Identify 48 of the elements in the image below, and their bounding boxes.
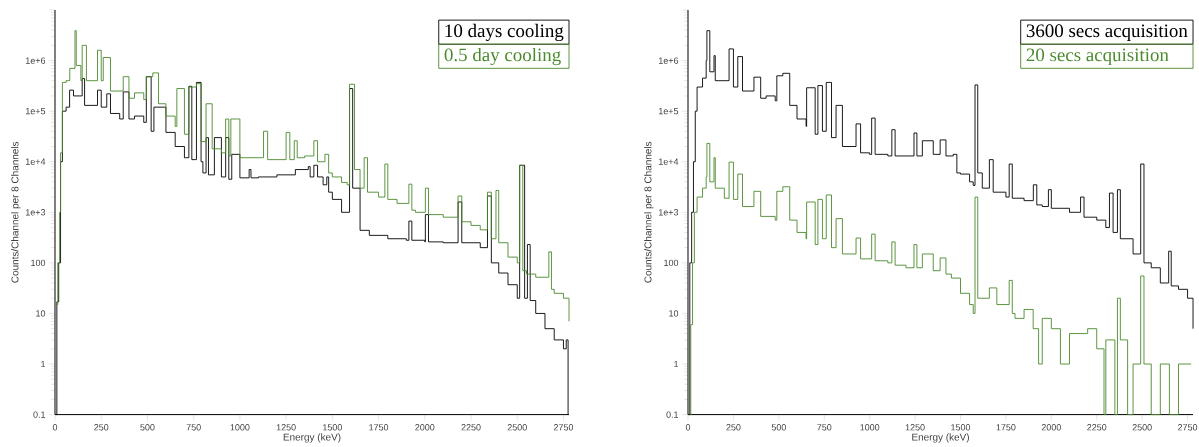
x-tick-label: 1500 [951, 424, 971, 431]
x-tick-label: 500 [140, 424, 155, 431]
x-tick-label: 2250 [461, 424, 481, 431]
x-tick-label: 500 [771, 424, 786, 431]
x-tick-label: 250 [94, 424, 109, 431]
x-tick-label: 1000 [230, 424, 250, 431]
x-tick-label: 1000 [860, 424, 880, 431]
y-axis-title: Counts/Channel per 8 Channels [644, 141, 654, 283]
x-axis-title: Energy (keV) [283, 433, 341, 443]
y-tick-label: 0.1 [666, 411, 679, 418]
y-tick-label: 1e+6 [659, 57, 679, 64]
x-tick-label: 2000 [1041, 424, 1061, 431]
x-axis-title: Energy (keV) [912, 433, 969, 443]
y-tick-label: 1e+4 [659, 158, 679, 165]
y-tick-label: 0.1 [33, 411, 46, 418]
x-tick-label: 1750 [369, 424, 389, 431]
y-tick-label: 1 [674, 360, 679, 368]
text: 0.5 day cooling [444, 47, 561, 66]
x-tick-label: 2000 [415, 424, 435, 431]
y-tick-label: 1e+3 [659, 209, 679, 216]
y-tick-label: 10 [669, 310, 679, 317]
x-tick-label: 250 [726, 424, 741, 431]
x-tick-label: 0 [685, 424, 691, 431]
x-tick-label: 1250 [276, 424, 296, 431]
x-tick-label: 2750 [1178, 424, 1198, 431]
y-tick-label: 10 [36, 310, 46, 317]
text: 3600 secs acquisition [1026, 24, 1188, 41]
y-tick-label: 1e+5 [659, 108, 679, 115]
y-tick-label: 1e+3 [25, 209, 46, 216]
y-tick-label: 1e+4 [25, 158, 46, 165]
x-tick-label: 2750 [553, 424, 574, 431]
y-tick-label: 100 [31, 259, 46, 267]
text: 20 secs acquisition [1026, 48, 1169, 66]
x-tick-label: 750 [817, 424, 832, 431]
x-tick-label: 1250 [905, 424, 925, 431]
x-tick-label: 2500 [1132, 424, 1152, 431]
y-tick-label: 1e+5 [25, 108, 46, 115]
x-tick-label: 0 [52, 424, 58, 431]
x-tick-label: 1750 [996, 424, 1016, 431]
x-tick-label: 750 [186, 424, 201, 431]
y-tick-label: 100 [664, 259, 679, 267]
x-tick-label: 2250 [1087, 424, 1107, 431]
x-tick-label: 1500 [323, 424, 342, 431]
y-tick-label: 1e+6 [25, 57, 46, 64]
y-tick-label: 1 [41, 360, 46, 368]
x-tick-label: 2500 [507, 424, 527, 431]
y-axis-title: Counts/Channel per 8 Channels [11, 141, 21, 283]
text: 10 days cooling [445, 23, 564, 42]
